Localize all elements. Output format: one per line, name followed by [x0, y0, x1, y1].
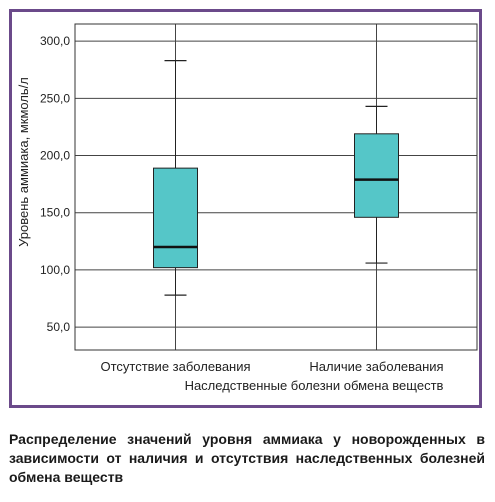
x-axis-title: Наследственные болезни обмена веществ — [185, 378, 444, 393]
y-tick-label: 150,0 — [40, 206, 70, 220]
y-tick-label: 300,0 — [40, 34, 70, 48]
grid-layer — [75, 24, 477, 350]
plot-area-border — [74, 23, 478, 351]
iqr-box — [153, 167, 198, 269]
iqr-box — [354, 133, 399, 218]
y-tick-label: 100,0 — [40, 263, 70, 277]
figure-caption: Распределение значений уровня аммиака у … — [9, 431, 485, 485]
boxplot-chart: 50,0 100,0 150,0 200,0 250,0 300,0 Отсутствие … — [16, 23, 478, 393]
tick-layer: 50,0 100,0 150,0 200,0 250,0 300,0 Отсутствие … — [40, 34, 444, 374]
box-group — [153, 60, 198, 296]
y-tick-label: 50,0 — [47, 320, 71, 334]
x-category-label: Наличие заболевания — [309, 359, 443, 374]
chart-frame: 50,0 100,0 150,0 200,0 250,0 300,0 Отсутствие … — [9, 9, 482, 408]
x-category-label: Отсутствие заболевания — [100, 359, 250, 374]
box-layer — [153, 60, 399, 296]
box-group — [354, 105, 399, 264]
y-axis-title: Уровень аммиака, мкмоль/л — [16, 77, 31, 247]
y-tick-label: 250,0 — [40, 91, 70, 105]
y-tick-label: 200,0 — [40, 149, 70, 163]
